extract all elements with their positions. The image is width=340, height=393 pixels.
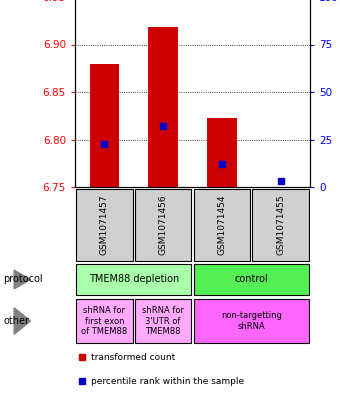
Text: transformed count: transformed count <box>91 353 176 362</box>
Text: shRNA for
first exon
of TMEM88: shRNA for first exon of TMEM88 <box>81 306 128 336</box>
Bar <box>194 189 250 261</box>
Bar <box>135 299 191 343</box>
Text: GSM1071457: GSM1071457 <box>100 194 109 255</box>
Bar <box>207 118 237 187</box>
Polygon shape <box>14 270 31 289</box>
Bar <box>149 28 178 187</box>
Text: shRNA for
3'UTR of
TMEM88: shRNA for 3'UTR of TMEM88 <box>142 306 184 336</box>
Bar <box>90 64 119 187</box>
Text: GSM1071456: GSM1071456 <box>159 194 168 255</box>
Bar <box>135 189 191 261</box>
Text: GSM1071455: GSM1071455 <box>276 194 285 255</box>
Polygon shape <box>14 308 31 334</box>
Bar <box>194 264 309 295</box>
Bar <box>76 264 191 295</box>
Bar <box>194 299 309 343</box>
Text: GSM1071454: GSM1071454 <box>217 194 226 255</box>
Text: non-targetting
shRNA: non-targetting shRNA <box>221 311 282 331</box>
Text: control: control <box>234 274 268 285</box>
Bar <box>252 189 309 261</box>
Bar <box>76 189 133 261</box>
Bar <box>76 299 133 343</box>
Text: percentile rank within the sample: percentile rank within the sample <box>91 376 244 386</box>
Text: TMEM88 depletion: TMEM88 depletion <box>89 274 179 285</box>
Text: other: other <box>3 316 29 326</box>
Text: protocol: protocol <box>3 274 43 285</box>
